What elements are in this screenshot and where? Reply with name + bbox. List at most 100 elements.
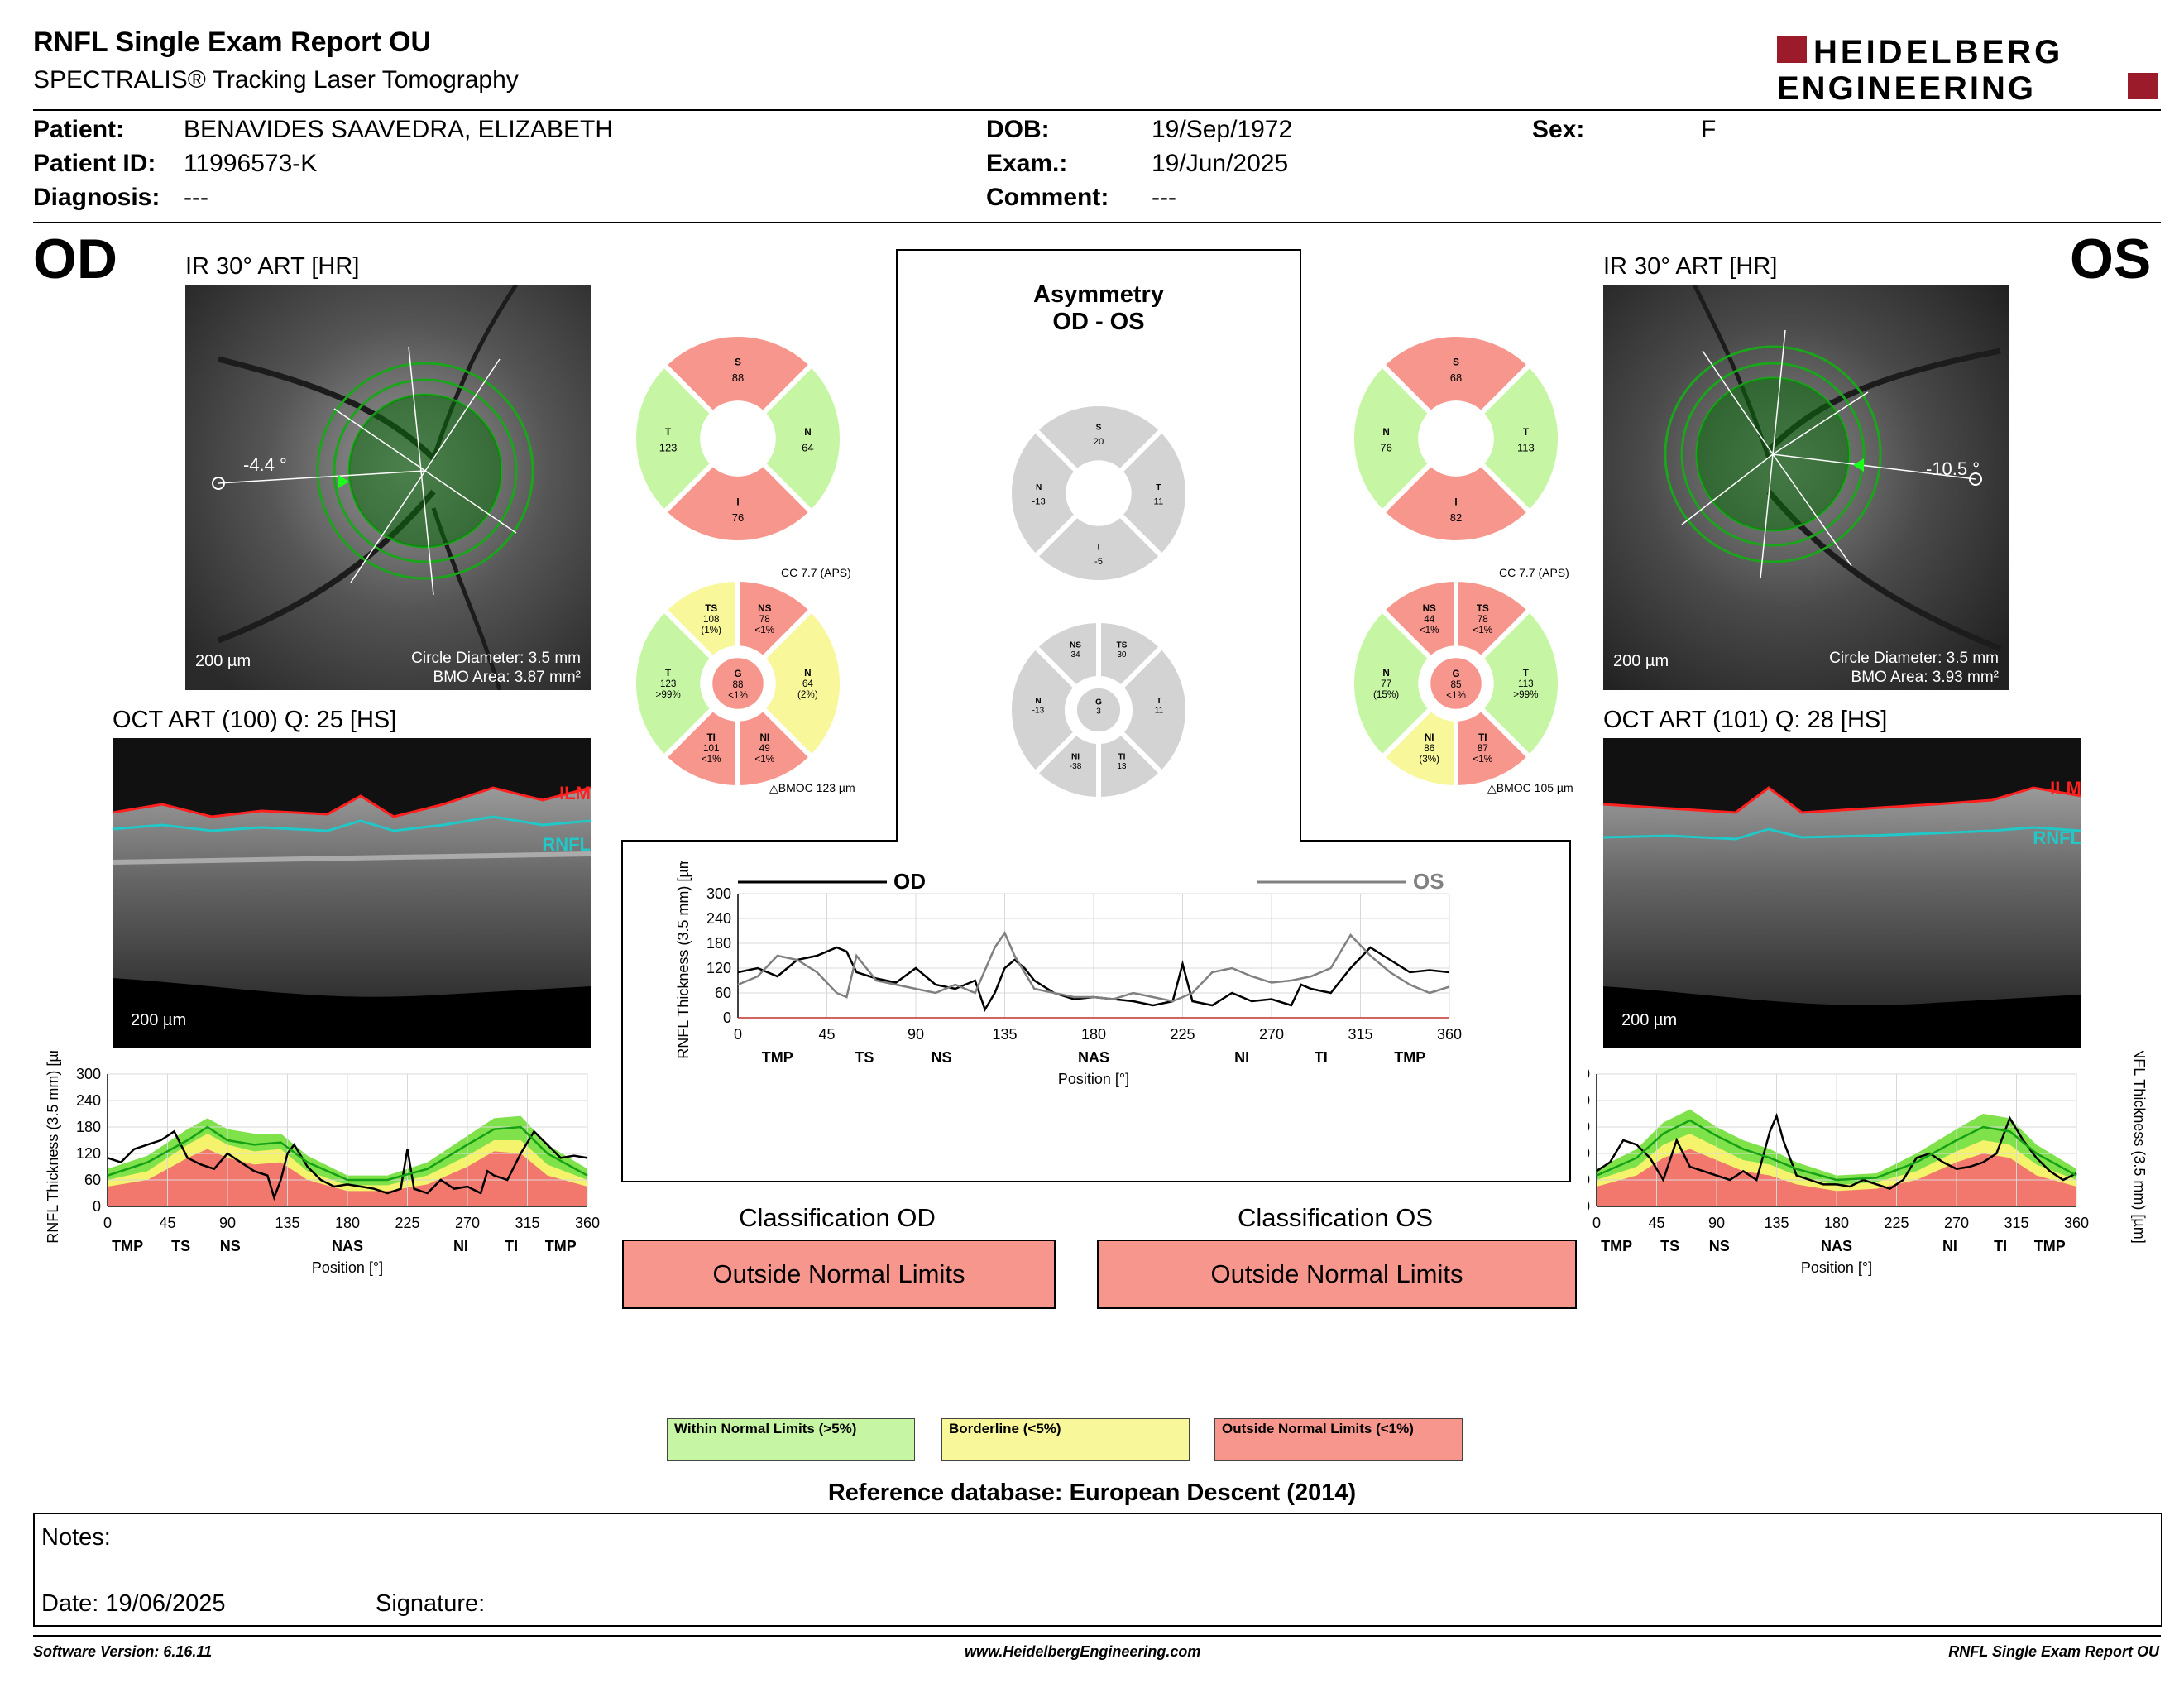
sector-percentile: (2%) (797, 689, 818, 700)
x-tick-label: 90 (219, 1215, 236, 1231)
notes-box: Notes: Date: 19/06/2025 Signature: (33, 1513, 2162, 1627)
od-fundus-scale: 200 µm (195, 652, 251, 670)
od-bmoc-text: BMOC 123 µm (778, 781, 855, 794)
footer-rule (33, 1635, 2161, 1637)
os-rnfl-label: RNFL (2033, 827, 2081, 848)
region-label: NI (1234, 1049, 1249, 1066)
os-bmoc-label: △BMOC 105 µm (1487, 781, 1573, 795)
sector-key: TI (1478, 732, 1487, 743)
x-tick-label: 225 (1170, 1026, 1195, 1043)
quadrant-value: 113 (1517, 442, 1535, 454)
region-label: TMP (1394, 1049, 1425, 1066)
x-tick-label: 315 (515, 1215, 539, 1231)
y-tick-label: 120 (706, 960, 731, 976)
signature-label: Signature: (376, 1590, 486, 1617)
region-label: TMP (545, 1238, 577, 1254)
diagnosis-label: Diagnosis: (33, 184, 160, 211)
quadrant-key: I (1098, 543, 1100, 552)
sector-t (1477, 606, 1563, 761)
sector-key: G (1095, 698, 1102, 707)
os-fundus-image: -10.5 ° 200 µm Circle Diameter: 3.5 mm B… (1603, 285, 2009, 690)
region-label: TMP (2034, 1238, 2066, 1254)
od-oct-scale: 200 µm (131, 1011, 187, 1029)
dob: 19/Sep/1972 (1152, 116, 1293, 143)
x-tick-label: 45 (1648, 1215, 1664, 1231)
region-label: TS (1660, 1238, 1679, 1254)
od-cc-label: CC 7.7 (APS) (781, 566, 851, 579)
x-axis-label: Position [°] (1058, 1071, 1129, 1087)
sector-percentile: <1% (1473, 754, 1492, 765)
x-tick-label: 135 (1764, 1215, 1789, 1231)
legend-os-label: OS (1413, 869, 1444, 894)
legend-borderline: Borderline (<5%) (941, 1418, 1190, 1461)
region-label: NI (453, 1238, 468, 1254)
os-quadrant-chart: S 68 T 113 I 82 N 76 (1349, 332, 1563, 545)
quadrant-key: T (1523, 427, 1530, 438)
software-version: Software Version: 6.16.11 (33, 1643, 213, 1660)
website-link[interactable]: www.HeidelbergEngineering.com (965, 1643, 1201, 1660)
sector-percentile: <1% (754, 754, 774, 765)
x-tick-label: 315 (2004, 1215, 2028, 1231)
os-angle: -10.5 ° (1926, 458, 1980, 479)
sector-key: G (1452, 669, 1459, 679)
sector-ns (1032, 617, 1101, 692)
quadrant-key: N (1382, 427, 1389, 438)
sector-percentile: (1%) (701, 625, 721, 635)
os-oct-label: OCT ART (101) Q: 28 [HS] (1603, 707, 1888, 733)
sector-value: 11 (1155, 706, 1164, 715)
header-rule (33, 109, 2161, 111)
quadrant-key: S (1453, 357, 1459, 368)
sector-global (1073, 684, 1124, 736)
series-line-os (737, 930, 1450, 1003)
y-tick-label: 120 (76, 1145, 101, 1162)
quadrant-outline (633, 333, 843, 544)
y-tick-label: 240 (706, 910, 731, 927)
x-tick-label: 45 (818, 1026, 835, 1043)
region-label: NAS (1078, 1049, 1109, 1066)
sex-label: Sex: (1532, 116, 1585, 143)
reference-database: Reference database: European Descent (20… (827, 1479, 1357, 1506)
x-tick-label: 45 (159, 1215, 175, 1231)
sector-global (1427, 655, 1485, 712)
sector-key: N (1035, 697, 1041, 706)
sector-value: 13 (1117, 762, 1127, 771)
y-axis-label: RNFL Thickness (3.5 mm) [µm] (45, 1051, 61, 1244)
sector-percentile: <1% (702, 754, 721, 765)
asymmetry-subtitle: OD - OS (1052, 309, 1145, 335)
quadrant-key: N (1036, 483, 1042, 492)
comment-label: Comment: (986, 184, 1109, 211)
sector-value: 78 (1478, 614, 1488, 625)
od-rnfl-label: RNFL (542, 834, 591, 855)
os-circle-diameter: Circle Diameter: 3.5 mm (1829, 650, 1999, 667)
quadrant-key: N (804, 427, 811, 438)
sector-key: TI (707, 732, 716, 743)
classification-od-title: Classification OD (739, 1203, 936, 1232)
os-fundus-drawing: -10.5 ° (1603, 285, 2009, 690)
x-tick-label: 315 (1348, 1026, 1372, 1043)
y-tick-label: 60 (715, 985, 731, 1001)
comment: --- (1152, 184, 1176, 211)
x-tick-label: 180 (1081, 1026, 1106, 1043)
od-eye-label: OD (33, 228, 117, 290)
y-tick-label: 60 (1588, 1172, 1590, 1188)
sector-value: 64 (802, 679, 814, 689)
report-subtitle: SPECTRALIS® Tracking Laser Tomography (33, 66, 519, 94)
sector-percentile: <1% (728, 690, 748, 701)
region-label: TMP (112, 1238, 143, 1254)
x-tick-label: 180 (335, 1215, 360, 1231)
sector-value: 78 (759, 614, 770, 625)
quadrant-value: 76 (732, 511, 744, 524)
sector-key: NI (759, 732, 769, 743)
region-label: NI (1942, 1238, 1957, 1254)
od-bmoc-label: △BMOC 123 µm (769, 781, 855, 795)
y-tick-label: 300 (1588, 1066, 1590, 1082)
patient-id: 11996573-K (184, 150, 318, 177)
series-line-mean (1596, 1119, 2077, 1182)
sector-key: TS (1117, 641, 1128, 650)
quadrant-value: 68 (1450, 372, 1462, 384)
y-axis-label: RNFL Thickness (3.5 mm) [µm] (2131, 1051, 2148, 1244)
sector-value: -13 (1032, 706, 1045, 715)
sector-value: 44 (1424, 614, 1435, 625)
date-label: Date: 19/06/2025 (41, 1590, 226, 1617)
legend-od-label: OD (893, 869, 926, 894)
